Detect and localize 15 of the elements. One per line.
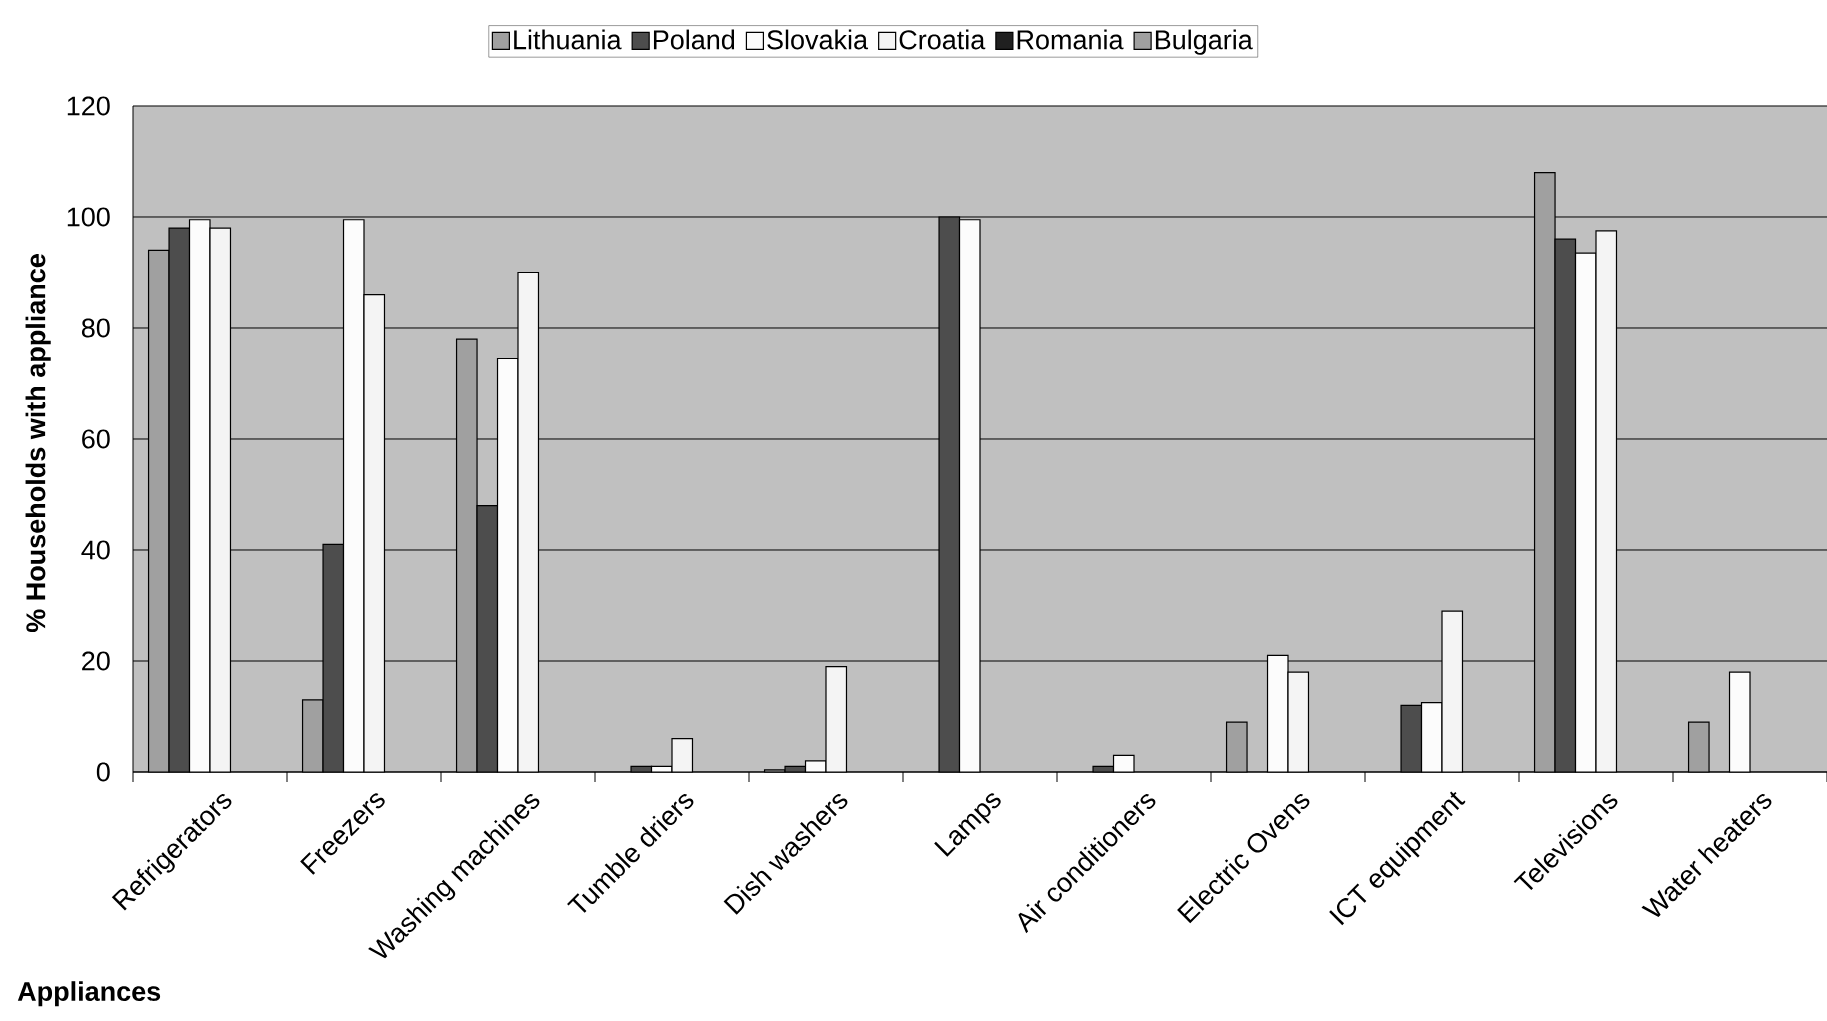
- x-axis-title: Appliances: [17, 981, 161, 1007]
- y-tick-label: 20: [82, 651, 110, 671]
- legend-label: Poland: [653, 29, 735, 50]
- y-axis-title: % Households with appliance: [25, 254, 51, 633]
- y-tick-label: 40: [81, 540, 110, 560]
- y-tick-label: 0: [96, 762, 110, 782]
- y-tick-label: 120: [67, 96, 110, 116]
- legend-label: Romania: [1017, 29, 1124, 50]
- legend-label: Slovakia: [767, 29, 869, 50]
- y-tick-label: 80: [81, 318, 110, 338]
- legend-label: Bulgaria: [1155, 29, 1253, 55]
- y-tick-label: 100: [67, 207, 110, 227]
- y-tick-label: 60: [82, 429, 110, 449]
- legend-label: Lithuania: [514, 29, 622, 50]
- legend-label: Croatia: [899, 29, 986, 50]
